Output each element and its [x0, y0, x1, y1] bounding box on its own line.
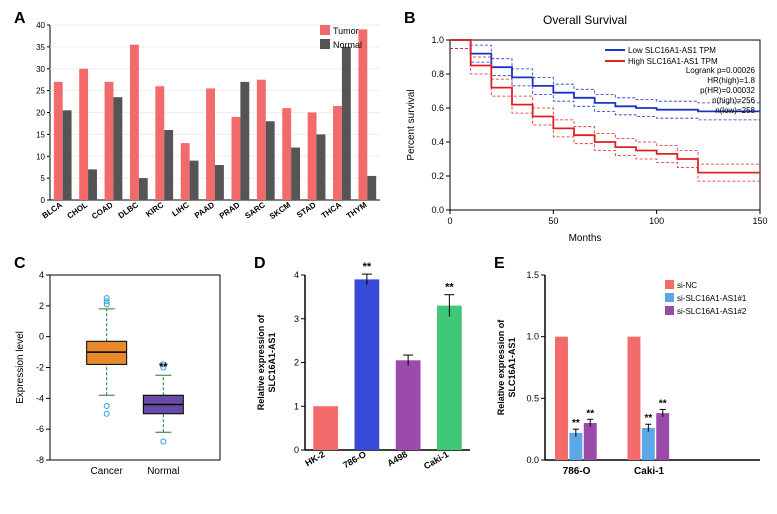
svg-text:0.8: 0.8 [431, 69, 444, 79]
svg-text:COAD: COAD [90, 200, 115, 221]
svg-text:LIHC: LIHC [170, 200, 191, 218]
svg-text:2: 2 [39, 301, 44, 311]
svg-text:10: 10 [36, 152, 45, 161]
svg-text:n(low)=258: n(low)=258 [715, 106, 755, 115]
svg-text:si-SLC16A1-AS1#1: si-SLC16A1-AS1#1 [677, 294, 747, 303]
svg-text:si-NC: si-NC [677, 281, 697, 290]
svg-text:Normal: Normal [147, 466, 179, 477]
svg-text:**: ** [445, 282, 454, 294]
svg-text:n(high)=256: n(high)=256 [712, 96, 755, 105]
panel-a-chart: 0510152025303540BLCACHOLCOADDLBCKIRCLIHC… [10, 10, 390, 245]
svg-text:Caki-1: Caki-1 [634, 466, 664, 477]
svg-text:SLC16A1-AS1: SLC16A1-AS1 [507, 337, 517, 397]
svg-text:DLBC: DLBC [117, 200, 141, 220]
svg-text:Overall Survival: Overall Survival [543, 13, 627, 27]
svg-text:High SLC16A1-AS1 TPM: High SLC16A1-AS1 TPM [628, 57, 718, 66]
svg-text:0.0: 0.0 [526, 455, 539, 465]
svg-text:PRAD: PRAD [218, 200, 242, 221]
svg-text:50: 50 [548, 216, 558, 226]
svg-text:**: ** [644, 413, 652, 424]
panel-b-label: B [404, 10, 416, 28]
svg-text:A498: A498 [385, 449, 409, 468]
svg-text:SLC16A1-AS1: SLC16A1-AS1 [267, 332, 277, 392]
svg-text:100: 100 [649, 216, 664, 226]
svg-text:STAD: STAD [295, 200, 318, 220]
svg-text:150: 150 [752, 216, 767, 226]
svg-text:40: 40 [36, 21, 45, 30]
svg-text:3: 3 [294, 314, 299, 324]
svg-text:Relative expression of: Relative expression of [256, 314, 266, 411]
svg-text:786-O: 786-O [341, 449, 368, 470]
svg-text:0: 0 [294, 445, 299, 455]
panel-c: C -8 -6 -4 -2 0 2 4 Expression level Cancer Norma… [10, 255, 240, 490]
panel-d: D 0 1 2 3 4 Relative expression ofSLC16A1-AS1… [250, 255, 480, 490]
svg-text:1.0: 1.0 [526, 332, 539, 342]
svg-text:Logrank p=0.00026: Logrank p=0.00026 [686, 66, 756, 75]
svg-text:Cancer: Cancer [91, 466, 124, 477]
svg-text:Caki-1: Caki-1 [422, 449, 450, 471]
svg-text:5: 5 [41, 174, 46, 183]
svg-text:20: 20 [36, 109, 45, 118]
panel-c-label: C [14, 255, 26, 273]
svg-text:25: 25 [36, 87, 45, 96]
svg-text:HK-2: HK-2 [303, 449, 326, 468]
svg-text:786-O: 786-O [563, 466, 591, 477]
svg-text:Months: Months [569, 233, 602, 244]
svg-text:0.6: 0.6 [431, 103, 444, 113]
svg-text:2: 2 [294, 358, 299, 368]
panel-d-chart: 0 1 2 3 4 Relative expression ofSLC16A1-AS1 HK… [250, 255, 480, 490]
svg-text:35: 35 [36, 43, 45, 52]
svg-text:si-SLC16A1-AS1#2: si-SLC16A1-AS1#2 [677, 307, 747, 316]
figure-grid: A 0510152025303540BLCACHOLCOADDLBCKIRCLI… [10, 10, 767, 490]
svg-text:**: ** [159, 361, 168, 373]
svg-text:15: 15 [36, 130, 45, 139]
svg-text:0: 0 [447, 216, 452, 226]
panel-b-chart: Overall Survival 0.0 0.2 0.4 0.6 0.8 1.0 0 50 100… [400, 10, 770, 245]
panel-e: E 0.0 0.5 1.0 1.5 Relative expression ofSLC1… [490, 255, 770, 490]
svg-text:4: 4 [39, 270, 44, 280]
svg-text:Low SLC16A1-AS1 TPM: Low SLC16A1-AS1 TPM [628, 46, 716, 55]
svg-text:SARC: SARC [243, 200, 267, 221]
svg-text:30: 30 [36, 65, 45, 74]
panel-d-label: D [254, 255, 266, 273]
svg-text:THYM: THYM [345, 200, 369, 221]
svg-text:THCA: THCA [320, 200, 344, 220]
panel-b: B Overall Survival 0.0 0.2 0.4 0.6 0.8 1.0 0 50 1… [400, 10, 770, 245]
svg-text:-6: -6 [36, 424, 44, 434]
svg-text:Expression level: Expression level [15, 331, 26, 404]
svg-text:CHOL: CHOL [65, 200, 89, 220]
panel-c-chart: -8 -6 -4 -2 0 2 4 Expression level Cancer Normal *… [10, 255, 230, 490]
svg-text:**: ** [363, 261, 372, 273]
svg-text:KIRC: KIRC [144, 200, 165, 219]
svg-text:-8: -8 [36, 455, 44, 465]
svg-text:PAAD: PAAD [193, 200, 216, 220]
svg-text:Percent survival: Percent survival [406, 89, 417, 160]
panel-e-label: E [494, 255, 505, 273]
svg-text:Normal: Normal [333, 40, 362, 50]
svg-text:0.5: 0.5 [526, 393, 539, 403]
svg-text:4: 4 [294, 270, 299, 280]
svg-text:**: ** [572, 418, 580, 429]
panel-a: A 0510152025303540BLCACHOLCOADDLBCKIRCLI… [10, 10, 390, 245]
svg-text:Tumor: Tumor [333, 26, 359, 36]
svg-text:-2: -2 [36, 363, 44, 373]
svg-text:SKCM: SKCM [268, 200, 293, 221]
svg-text:**: ** [586, 408, 594, 419]
panel-e-chart: 0.0 0.5 1.0 1.5 Relative expression ofSLC16A… [490, 255, 770, 490]
svg-text:0.0: 0.0 [431, 205, 444, 215]
svg-text:-4: -4 [36, 393, 44, 403]
svg-text:p(HR)=0.00032: p(HR)=0.00032 [700, 86, 755, 95]
svg-text:0.4: 0.4 [431, 137, 444, 147]
panel-a-label: A [14, 10, 26, 28]
svg-text:0.2: 0.2 [431, 171, 444, 181]
svg-text:0: 0 [41, 196, 46, 205]
svg-text:**: ** [659, 398, 667, 409]
svg-text:1.0: 1.0 [431, 35, 444, 45]
svg-text:Relative expression of: Relative expression of [496, 319, 506, 416]
svg-text:1.5: 1.5 [526, 270, 539, 280]
svg-text:HR(high)=1.8: HR(high)=1.8 [707, 76, 755, 85]
svg-text:1: 1 [294, 401, 299, 411]
bottom-row: C -8 -6 -4 -2 0 2 4 Expression level Cancer Norma… [10, 255, 770, 490]
svg-text:0: 0 [39, 332, 44, 342]
